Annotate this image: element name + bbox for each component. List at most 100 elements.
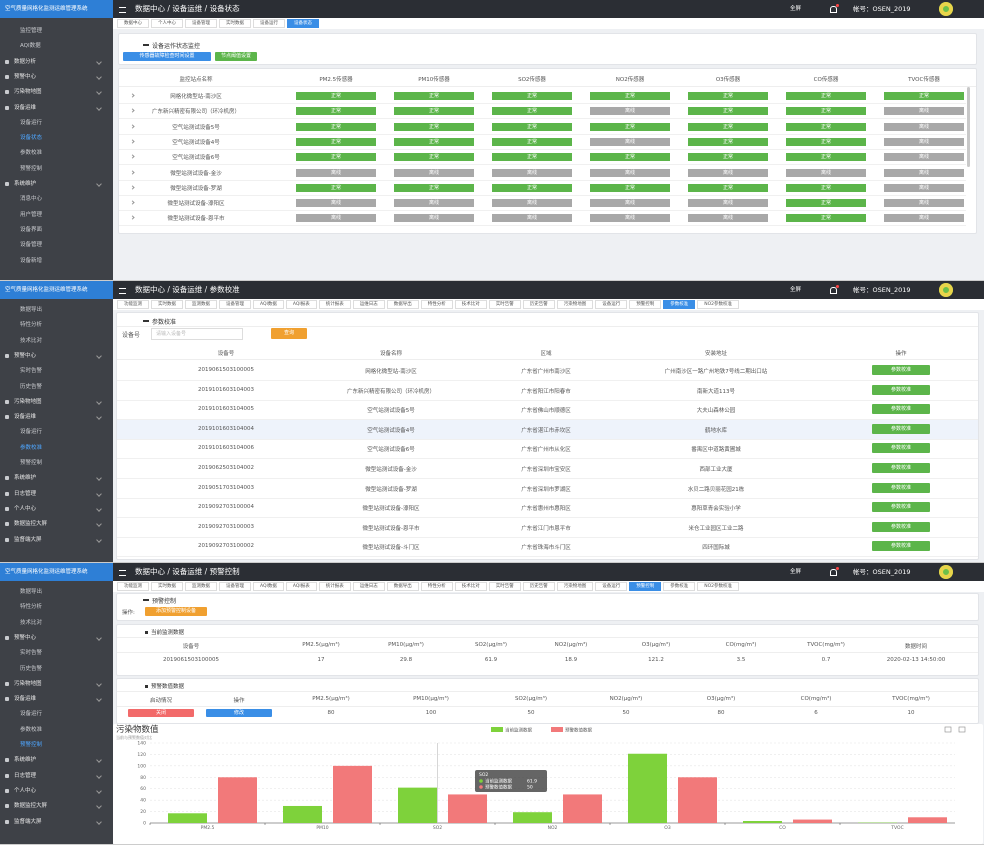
sidebar-item[interactable]: 系统维护 <box>0 177 113 191</box>
button[interactable]: 传感器故障检查时间设置 <box>123 52 211 61</box>
fullscreen[interactable]: 全屏 <box>790 569 802 575</box>
tab[interactable]: 实时告警 <box>488 300 521 309</box>
tab[interactable]: 特性分析 <box>420 582 453 591</box>
close-button[interactable]: 关闭 <box>128 709 194 717</box>
sidebar-item[interactable]: 技术比对 <box>20 337 43 344</box>
tab[interactable]: 实时数据 <box>219 19 251 28</box>
tab[interactable]: 个人中心 <box>151 19 183 28</box>
sidebar-item[interactable]: 预警中心 <box>0 349 113 363</box>
tab[interactable]: NO2参数校准 <box>697 300 740 309</box>
tab[interactable]: AQI数据 <box>253 582 284 591</box>
tab[interactable]: 功能监测 <box>117 582 149 591</box>
sidebar-item[interactable]: 预警中心 <box>0 70 113 84</box>
sidebar-item[interactable]: 特性分析 <box>20 604 43 611</box>
tab[interactable]: 设备运行 <box>253 19 285 28</box>
sidebar-item[interactable]: 系统维护 <box>0 753 113 767</box>
tab[interactable]: 实时告警 <box>488 582 521 591</box>
avatar[interactable] <box>939 565 953 579</box>
calibrate-button[interactable]: 参数校准 <box>872 541 930 552</box>
sidebar-item[interactable]: 消息中心 <box>20 196 43 203</box>
filter-input[interactable]: 请输入设备号 <box>151 328 243 340</box>
tab[interactable]: 特性分析 <box>420 300 453 309</box>
sidebar-item[interactable]: 日志管理 <box>0 769 113 783</box>
tab[interactable]: 数据导出 <box>386 582 419 591</box>
sidebar-item[interactable]: 实时告警 <box>20 368 43 375</box>
tab[interactable]: NO2参数校准 <box>697 582 740 591</box>
calibrate-button[interactable]: 参数校准 <box>872 384 930 395</box>
calibrate-button[interactable]: 参数校准 <box>872 521 930 532</box>
avatar[interactable] <box>939 2 953 16</box>
tab[interactable]: 参数校准 <box>663 582 696 591</box>
sidebar-item[interactable]: 技术比对 <box>20 619 43 626</box>
sidebar-item[interactable]: 设备运维 <box>0 692 113 706</box>
sidebar-item[interactable]: 历史告警 <box>20 383 43 390</box>
tab[interactable]: 技术比对 <box>454 582 487 591</box>
fullscreen[interactable]: 全屏 <box>790 6 802 12</box>
tab[interactable]: 统计报表 <box>318 300 351 309</box>
calibrate-button[interactable]: 参数校准 <box>872 463 930 473</box>
sidebar-item[interactable]: 数据监控大屏 <box>0 517 113 531</box>
tab[interactable]: 技术比对 <box>454 300 487 309</box>
sidebar-item[interactable]: 监督端大屏 <box>0 815 113 829</box>
sidebar-item[interactable]: 设备管理 <box>20 242 43 249</box>
tab[interactable]: 功能监测 <box>117 300 149 309</box>
calibrate-button[interactable]: 参数校准 <box>872 482 930 493</box>
avatar[interactable] <box>939 283 953 297</box>
sidebar-item[interactable]: 参数校准 <box>20 150 43 157</box>
calibrate-button[interactable]: 参数校准 <box>872 443 930 454</box>
tab[interactable]: 历史告警 <box>522 582 555 591</box>
sidebar-item[interactable]: 设备运维 <box>0 410 113 424</box>
tab[interactable]: 运维日志 <box>352 300 385 309</box>
sidebar-item[interactable]: 监督端大屏 <box>0 533 113 547</box>
bell[interactable] <box>830 6 837 13</box>
sidebar-item[interactable]: 个人中心 <box>0 784 113 798</box>
sidebar-item[interactable]: 数据监控大屏 <box>0 799 113 813</box>
tab[interactable]: 监测数据 <box>185 582 217 591</box>
account[interactable]: 帐号：OSEN_2019 <box>853 286 911 294</box>
sidebar-item[interactable]: 污染物地图 <box>0 85 113 99</box>
tab[interactable]: 数据中心 <box>117 19 149 28</box>
calibrate-button[interactable]: 参数校准 <box>872 404 930 415</box>
tab[interactable]: 设备管理 <box>219 300 251 309</box>
calibrate-button[interactable]: 参数校准 <box>872 502 930 513</box>
sidebar-item[interactable]: 设备运行 <box>20 119 43 126</box>
sidebar-item[interactable]: 参数校准 <box>20 444 43 451</box>
sidebar-item[interactable]: 设备运行 <box>20 429 43 436</box>
edit-button[interactable]: 修改 <box>206 709 272 717</box>
tab[interactable]: AQI报表 <box>285 582 317 591</box>
sidebar-item[interactable]: 特性分析 <box>20 322 43 329</box>
tab[interactable]: 历史告警 <box>522 300 555 309</box>
calibrate-button[interactable]: 参数校准 <box>872 423 930 434</box>
tab[interactable]: 预警控制 <box>629 582 662 591</box>
calibrate-button[interactable]: 参数校准 <box>872 365 930 375</box>
tab[interactable]: 监测数据 <box>185 300 217 309</box>
tab[interactable]: 设备状态 <box>287 19 319 28</box>
add-button[interactable]: 添加预警控制设备 <box>145 607 207 616</box>
sidebar-item[interactable]: 数据导出 <box>20 589 43 595</box>
tab[interactable]: 污染物地图 <box>556 300 594 309</box>
sidebar-item[interactable]: 数据分析 <box>0 55 113 69</box>
sidebar-item[interactable]: 预警控制 <box>20 742 43 748</box>
sidebar-item[interactable]: 日志管理 <box>0 487 113 501</box>
tab[interactable]: AQI报表 <box>285 300 317 309</box>
sidebar-item[interactable]: 设备运行 <box>20 711 43 718</box>
tab[interactable]: 实时数据 <box>151 300 183 309</box>
sidebar-item[interactable]: 设备界面 <box>20 226 43 233</box>
tab[interactable]: 污染物地图 <box>556 582 594 591</box>
sidebar-item[interactable]: 污染物地图 <box>0 677 113 691</box>
sidebar-item[interactable]: 历史告警 <box>20 665 43 672</box>
sidebar-item[interactable]: 预警控制 <box>20 460 43 466</box>
sidebar-item[interactable]: 个人中心 <box>0 502 113 516</box>
sidebar-item[interactable]: 预警控制 <box>20 165 43 172</box>
sidebar-item[interactable]: 预警中心 <box>0 631 113 645</box>
button[interactable]: 节点阈值设置 <box>215 52 257 61</box>
fullscreen[interactable]: 全屏 <box>790 287 802 293</box>
sidebar-item[interactable]: 设备状态 <box>20 135 43 142</box>
sidebar-item[interactable]: 设备新增 <box>20 257 43 264</box>
tab[interactable]: 预警控制 <box>629 300 662 309</box>
tab[interactable]: AQI数据 <box>253 300 284 309</box>
account[interactable]: 帐号：OSEN_2019 <box>853 568 911 576</box>
sidebar-item[interactable]: AQI数据 <box>20 43 41 50</box>
bell[interactable] <box>830 287 837 294</box>
tab[interactable]: 实时数据 <box>151 582 183 591</box>
